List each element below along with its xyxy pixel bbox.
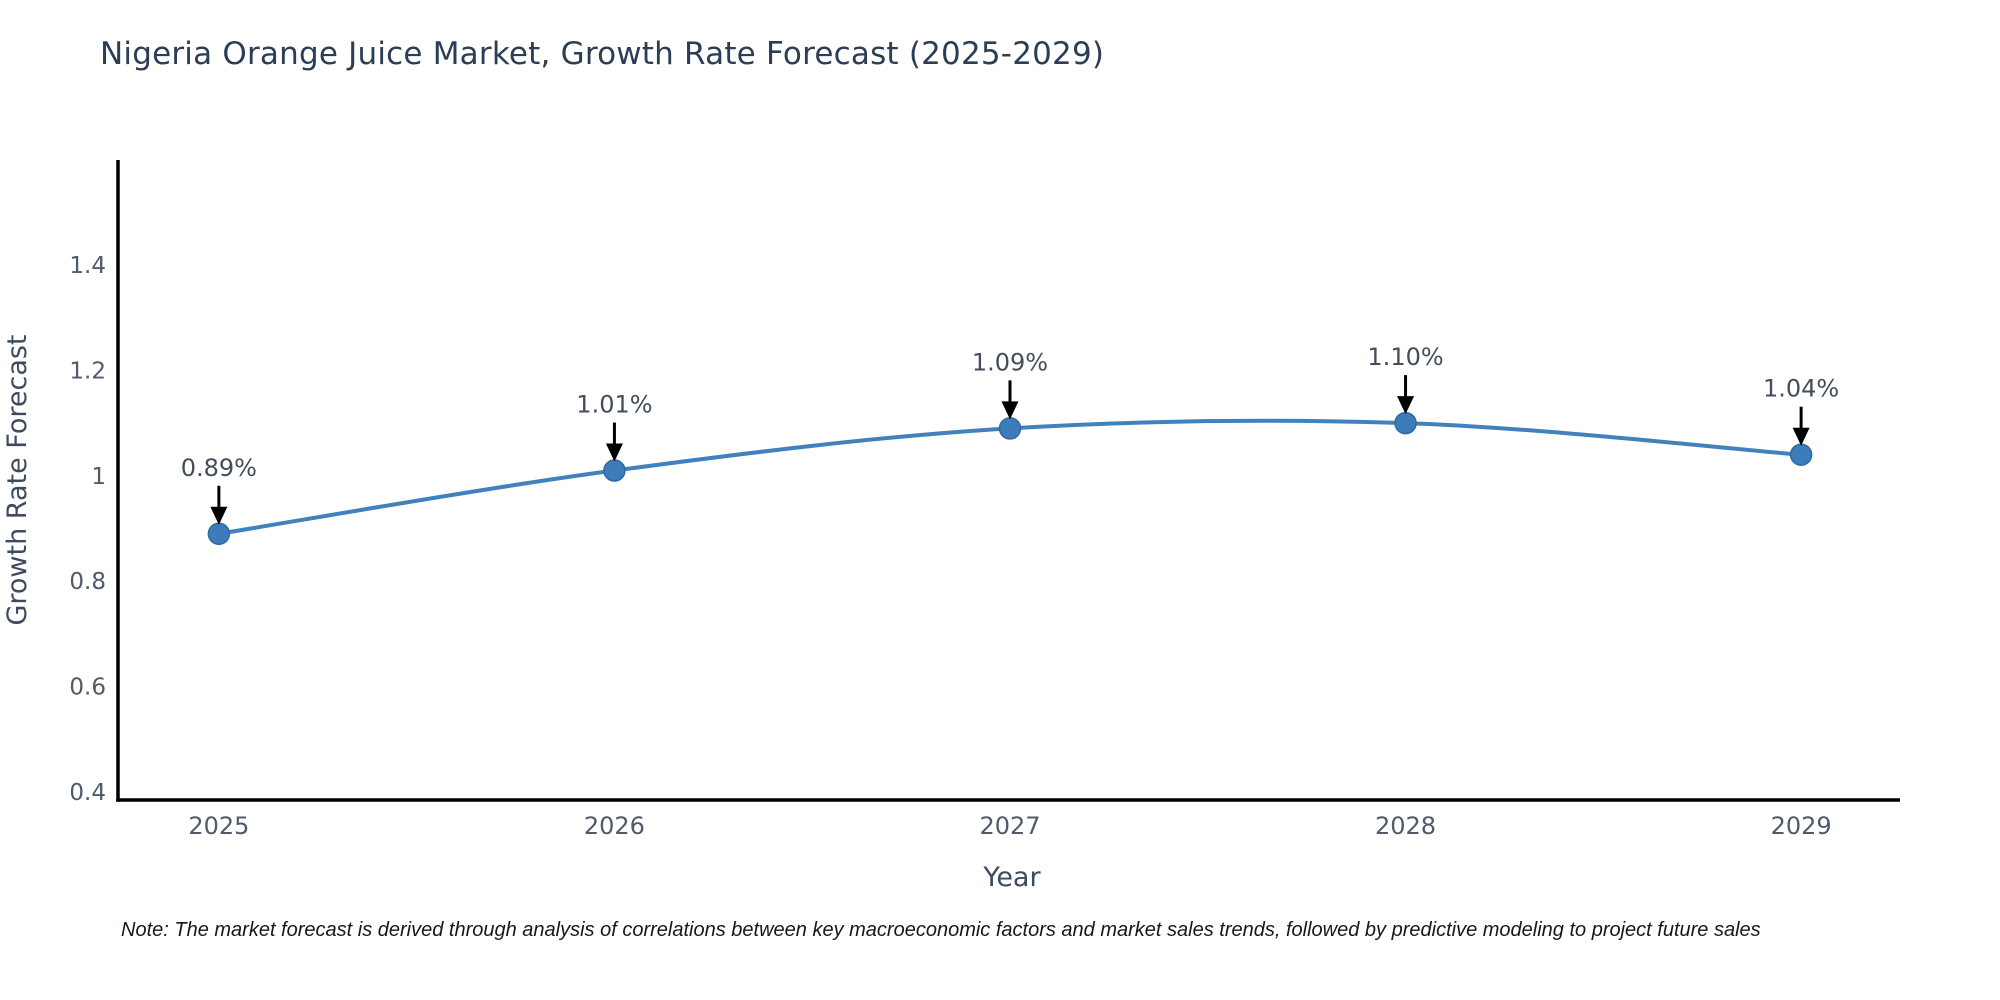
data-point-label: 1.01% <box>576 391 652 419</box>
y-axis-tick-label: 1.2 <box>69 358 106 384</box>
annotation-arrowhead-icon <box>1792 427 1810 446</box>
x-axis-tick-label: 2028 <box>1375 812 1436 840</box>
data-point-marker <box>1394 411 1417 435</box>
annotation-arrowhead-icon <box>1001 401 1019 420</box>
data-point-marker <box>998 417 1022 440</box>
data-point-label: 1.10% <box>1367 343 1443 371</box>
annotation-arrowhead-icon <box>605 443 623 462</box>
data-point-label: 1.09% <box>972 348 1048 376</box>
y-axis-tick-label: 0.4 <box>69 780 106 806</box>
x-axis-tick-label: 2026 <box>584 812 645 840</box>
x-axis-tick-label: 2025 <box>188 812 249 840</box>
annotation-arrowhead-icon <box>1397 396 1415 415</box>
chart-title: Nigeria Orange Juice Market, Growth Rate… <box>100 36 1105 72</box>
x-axis-tick-label: 2027 <box>979 812 1040 840</box>
annotation-arrowhead-icon <box>210 506 228 525</box>
x-axis-title: Year <box>982 862 1041 893</box>
data-point-marker <box>603 459 626 482</box>
data-point-label: 1.04% <box>1763 375 1839 403</box>
y-axis-tick-label: 0.8 <box>69 569 106 595</box>
data-point-marker <box>207 522 231 546</box>
x-axis-tick-label: 2029 <box>1771 812 1832 840</box>
y-axis-tick-label: 1.4 <box>69 253 106 279</box>
y-axis-title: Growth Rate Forecast <box>2 334 33 625</box>
y-axis-tick-label: 1 <box>91 464 106 490</box>
data-point-label: 0.89% <box>181 454 257 482</box>
data-point-marker <box>1789 443 1813 466</box>
y-axis-tick-label: 0.6 <box>69 675 106 701</box>
chart-footnote: Note: The market forecast is derived thr… <box>121 919 1761 941</box>
